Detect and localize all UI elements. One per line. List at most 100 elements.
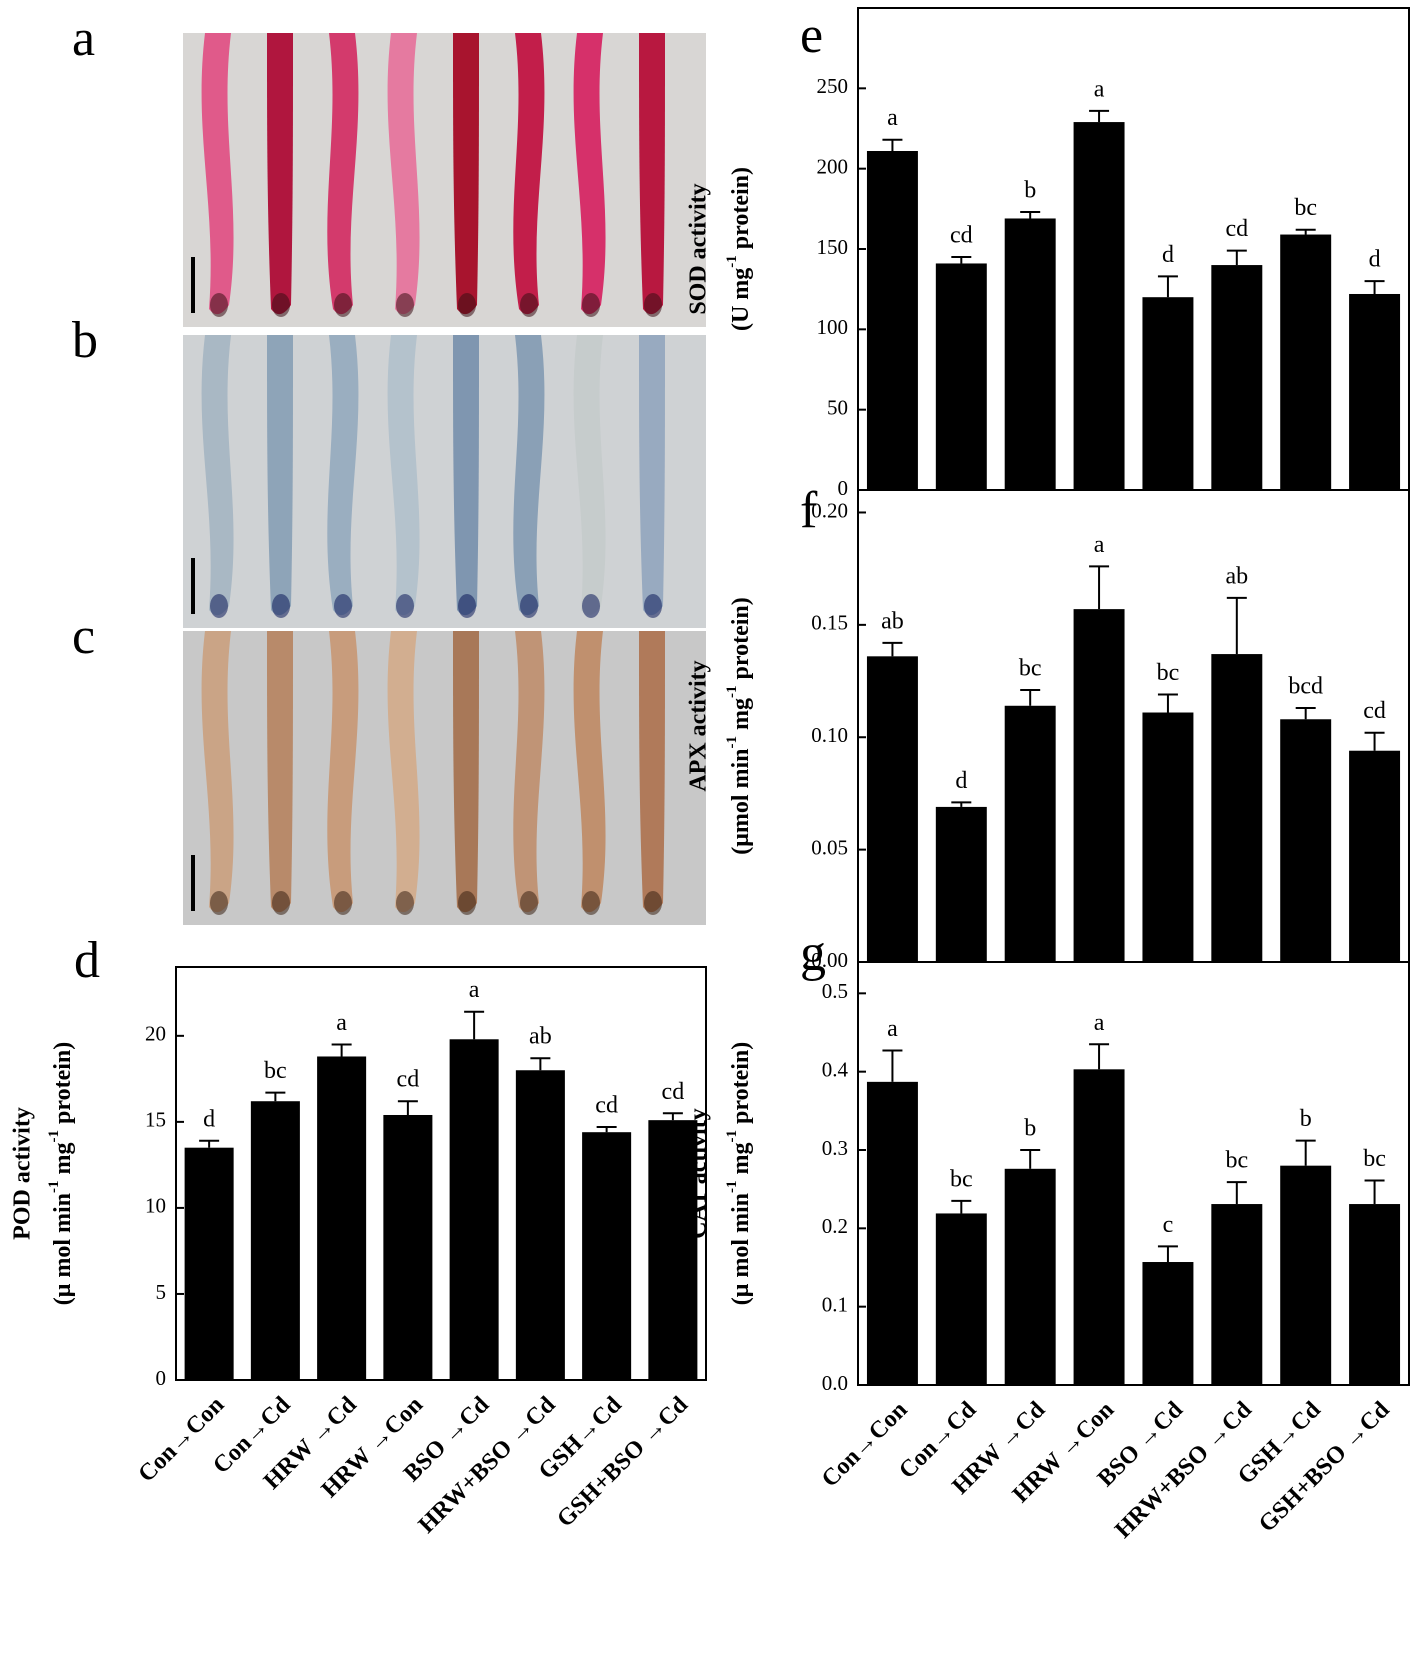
root-tip <box>272 594 290 618</box>
root-tip <box>272 891 290 915</box>
panel-label: e <box>800 7 823 64</box>
significance-letter: bc <box>1225 1148 1248 1174</box>
root <box>573 335 606 616</box>
significance-letter: ab <box>529 1024 552 1050</box>
root-tip <box>644 594 662 618</box>
x-tick-label: Con→Con <box>134 1392 230 1488</box>
panel-label: c <box>72 608 95 665</box>
root <box>453 335 479 616</box>
panel-label: a <box>72 10 95 67</box>
root-tip <box>458 594 476 618</box>
y-axis-title-part: (μmol min <box>728 748 754 854</box>
panel-label: b <box>72 312 98 369</box>
bar <box>935 806 987 962</box>
y-tick-label: 150 <box>817 235 849 259</box>
bar <box>515 1070 565 1380</box>
y-tick-label: 0.1 <box>822 1292 848 1316</box>
root <box>267 335 293 616</box>
y-axis-title-part: protein) <box>728 167 754 255</box>
bar <box>1280 1165 1332 1385</box>
bar <box>1349 293 1401 490</box>
significance-letter: a <box>469 977 480 1003</box>
y-axis-title-part: -1 <box>724 736 740 749</box>
bar <box>1073 1069 1125 1385</box>
plot-frame <box>857 961 1410 1386</box>
y-axis-title-part: protein) <box>728 597 754 685</box>
bar <box>1073 122 1125 490</box>
bar <box>1073 609 1125 962</box>
plot-frame <box>175 966 707 1381</box>
root-tip <box>582 293 600 317</box>
y-axis-title-part: protein) <box>50 1042 76 1130</box>
y-axis-title-part: mg <box>728 698 754 736</box>
bar <box>935 263 987 490</box>
bar <box>1004 218 1056 490</box>
scale-bar <box>191 558 195 614</box>
root-tip <box>396 293 414 317</box>
bar <box>1142 712 1194 962</box>
significance-letter: a <box>1094 532 1105 558</box>
bar <box>1280 234 1332 490</box>
root-tip <box>458 891 476 915</box>
root-tip <box>272 293 290 317</box>
y-axis-title: (μ mol min-1 mg-1 protein) <box>46 1042 75 1305</box>
x-tick-label: GSH+BSO →Cd <box>1254 1396 1395 1537</box>
significance-letter: a <box>1094 1010 1105 1036</box>
significance-letter: cd <box>1225 216 1248 242</box>
bar <box>866 656 918 962</box>
bar <box>1211 1204 1263 1385</box>
y-axis-title: APX activity <box>686 660 712 791</box>
root <box>513 631 545 913</box>
significance-letter: bc <box>1019 656 1042 682</box>
significance-letter: cd <box>1363 698 1386 724</box>
significance-letter: bc <box>950 1166 973 1192</box>
root-tip <box>334 891 352 915</box>
root-tip <box>396 891 414 915</box>
significance-letter: c <box>1163 1212 1174 1238</box>
y-tick-label: 0.2 <box>822 1214 848 1238</box>
bar <box>648 1120 698 1380</box>
significance-letter: cd <box>950 223 973 249</box>
photo-background <box>183 33 706 327</box>
bar <box>1211 265 1263 490</box>
y-axis-title: (μ mol min-1 mg-1 protein) <box>724 1042 753 1305</box>
y-axis-title-part: -1 <box>724 1130 740 1143</box>
significance-letter: d <box>1369 247 1381 273</box>
bar <box>866 1081 918 1385</box>
bar <box>1280 719 1332 962</box>
root <box>267 33 293 315</box>
y-tick-label: 0.5 <box>822 979 848 1003</box>
bar <box>1004 705 1056 962</box>
significance-letter: d <box>1162 242 1174 268</box>
root-tip <box>334 594 352 618</box>
bar <box>1349 1204 1401 1385</box>
root <box>327 33 359 315</box>
panel-label: g <box>800 925 826 982</box>
bar <box>1211 654 1263 962</box>
significance-letter: bc <box>1363 1146 1386 1172</box>
y-tick-label: 0.15 <box>811 611 848 635</box>
significance-letter: bcd <box>1288 674 1323 700</box>
bar <box>1004 1168 1056 1385</box>
y-tick-label: 20 <box>145 1022 166 1046</box>
significance-letter: a <box>887 1016 898 1042</box>
y-tick-label: 0.10 <box>811 723 848 747</box>
y-axis-title: SOD activity <box>686 183 712 314</box>
y-tick-label: 10 <box>145 1194 166 1218</box>
root <box>513 335 545 616</box>
y-axis-title-part: mg <box>50 1142 76 1180</box>
scale-bar <box>191 855 195 911</box>
root <box>453 33 479 315</box>
root-tip <box>210 594 228 618</box>
photo-background <box>183 335 706 628</box>
photo-background <box>183 631 706 925</box>
y-tick-label: 100 <box>817 315 849 339</box>
y-tick-label: 5 <box>156 1280 167 1304</box>
y-tick-label: 15 <box>145 1108 166 1132</box>
y-tick-label: 250 <box>817 74 849 98</box>
root <box>201 335 234 616</box>
significance-letter: cd <box>662 1079 685 1105</box>
significance-letter: ab <box>881 608 904 634</box>
panel-label: d <box>74 932 100 989</box>
